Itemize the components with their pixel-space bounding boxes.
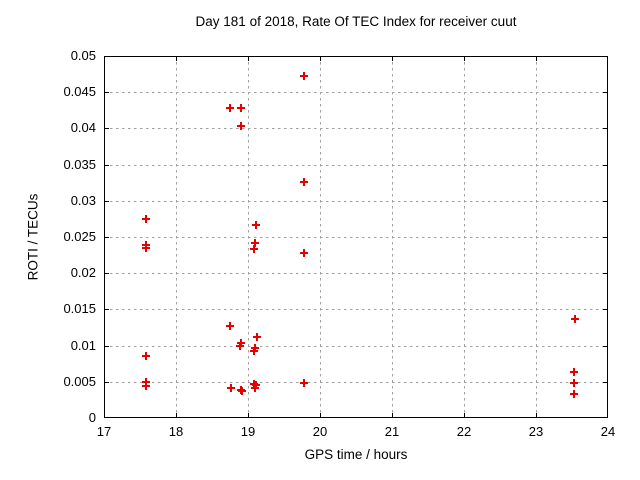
y-tick-label: 0.03	[70, 192, 96, 208]
data-point-marker	[237, 104, 245, 112]
data-point-marker	[250, 347, 258, 355]
data-point-marker	[142, 215, 150, 223]
data-point-marker	[142, 244, 150, 252]
y-tick-label: 0.025	[63, 229, 96, 244]
y-tick-label: 0.02	[70, 265, 96, 281]
y-tick-label: 0	[88, 410, 96, 425]
y-tick-label: 0.005	[63, 373, 96, 389]
y-tick-label: 0.035	[63, 156, 96, 172]
data-point-marker	[237, 122, 245, 130]
x-tick-label: 23	[528, 424, 544, 439]
plot-area	[104, 56, 608, 418]
data-point-marker	[226, 322, 234, 330]
data-point-marker	[300, 178, 308, 186]
plot-border	[104, 56, 608, 418]
x-tick-label: 20	[312, 424, 328, 439]
x-tick-label: 21	[384, 424, 400, 439]
data-point-marker	[250, 245, 258, 253]
y-tick-label: 0.04	[70, 120, 96, 136]
x-tick-label: 22	[456, 424, 472, 439]
data-point-marker	[570, 368, 578, 376]
y-tick-label: 0.01	[70, 337, 96, 353]
y-tick-label: 0.015	[63, 301, 96, 317]
data-point-marker	[300, 379, 308, 387]
data-point-marker	[252, 221, 260, 229]
data-point-marker	[300, 72, 308, 80]
data-point-marker	[251, 384, 259, 392]
data-point-marker	[236, 342, 244, 350]
y-tick-label: 0.045	[63, 84, 96, 100]
data-point-marker	[226, 104, 234, 112]
x-tick-label: 18	[168, 424, 184, 439]
data-point-marker	[142, 352, 150, 360]
x-tick-label: 17	[96, 424, 112, 439]
chart-title: Day 181 of 2018, Rate Of TEC Index for r…	[195, 14, 517, 29]
plot-canvas	[104, 56, 608, 418]
data-point-marker	[571, 315, 579, 323]
data-point-marker	[227, 384, 235, 392]
data-point-marker	[570, 390, 578, 398]
data-point-marker	[570, 379, 578, 387]
x-tick-label: 19	[240, 424, 256, 439]
x-tick-label: 24	[600, 424, 616, 439]
data-point-marker	[300, 249, 308, 257]
x-axis-label: GPS time / hours	[304, 447, 408, 462]
data-point-marker	[253, 333, 261, 341]
data-point-marker	[238, 387, 246, 395]
y-tick-label: 0.05	[70, 48, 96, 63]
data-point-marker	[142, 382, 150, 390]
